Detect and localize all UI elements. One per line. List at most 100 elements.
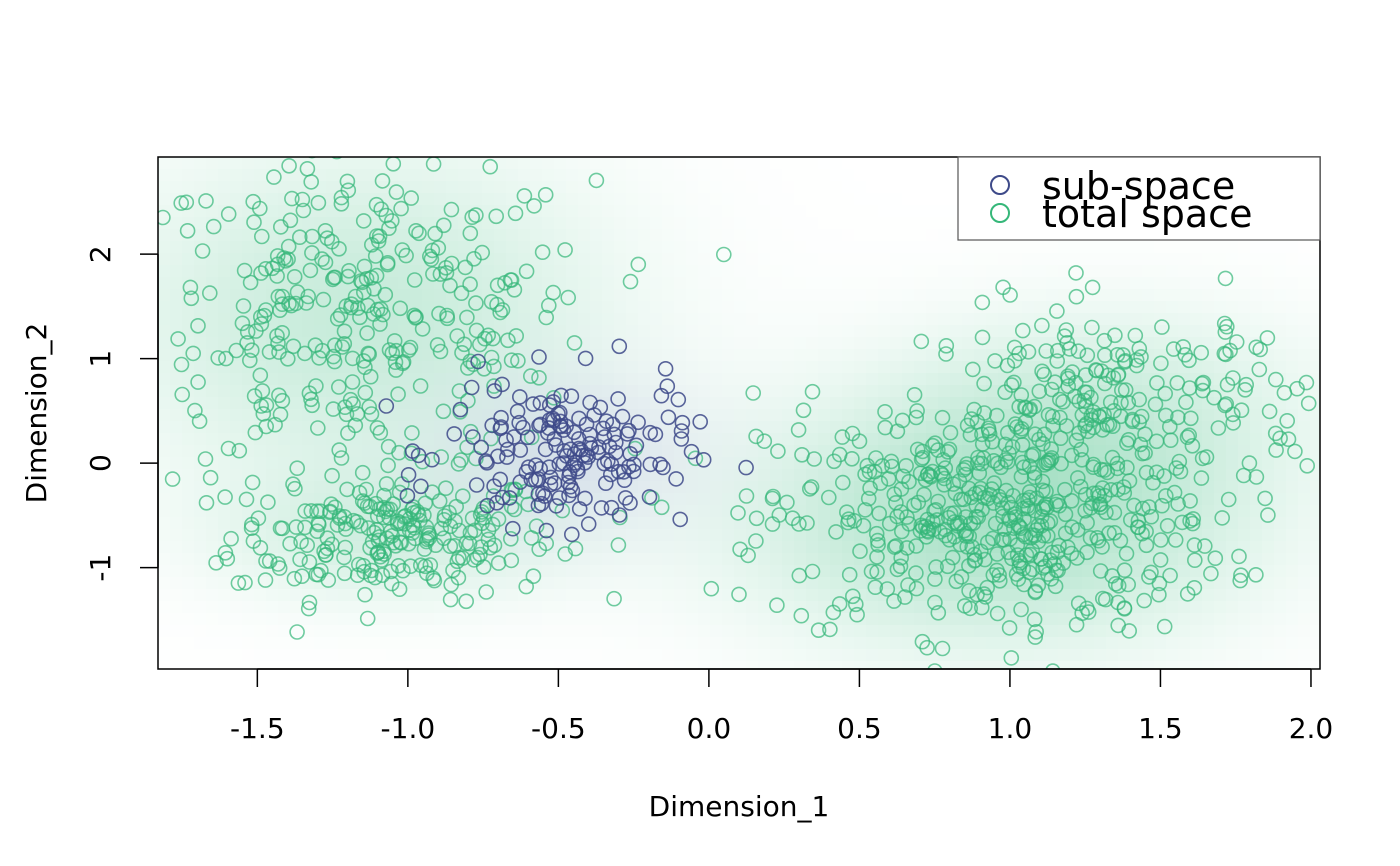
density-cell <box>626 349 639 362</box>
density-cell <box>914 649 927 662</box>
density-cell <box>1310 661 1320 669</box>
density-cell <box>290 589 303 602</box>
point-total-space <box>1241 455 1258 471</box>
point-total-space <box>630 256 647 273</box>
density-cell <box>734 601 747 614</box>
density-cell <box>506 469 519 482</box>
point-total-space <box>245 533 262 549</box>
density-cell <box>770 313 783 326</box>
density-cell <box>230 529 243 542</box>
density-cell <box>770 349 783 362</box>
density-cell <box>842 373 855 386</box>
density-cell <box>590 625 603 638</box>
density-cell <box>818 337 831 350</box>
density-cell <box>194 589 207 602</box>
density-cell <box>758 205 771 218</box>
density-cell <box>650 301 663 314</box>
density-cell <box>194 505 207 518</box>
point-total-space <box>383 213 400 229</box>
point-total-space <box>202 469 219 486</box>
density-cell <box>1166 301 1179 314</box>
density-cell <box>926 625 939 638</box>
density-cell <box>770 277 783 290</box>
density-cell <box>650 205 663 218</box>
density-cell <box>662 517 675 530</box>
density-cell <box>422 385 435 398</box>
density-cell <box>950 325 963 338</box>
point-total-space <box>284 190 300 207</box>
point-total-space <box>300 288 317 305</box>
density-cell <box>1262 589 1275 602</box>
density-cell <box>518 553 531 566</box>
density-cell <box>1070 313 1083 326</box>
density-cell <box>602 169 615 182</box>
density-cell <box>890 229 903 242</box>
density-cell <box>770 625 783 638</box>
density-cell <box>686 601 699 614</box>
density-cell <box>782 157 795 170</box>
density-cell <box>614 577 627 590</box>
density-cell <box>758 433 771 446</box>
point-total-space <box>930 493 946 510</box>
density-cell <box>578 385 591 398</box>
point-total-space <box>361 399 378 415</box>
density-cell <box>506 313 519 326</box>
density-cell <box>1250 541 1263 554</box>
density-cell <box>794 637 807 650</box>
density-cell <box>1214 301 1227 314</box>
density-cell <box>782 289 795 302</box>
density-cell <box>710 205 723 218</box>
density-cell <box>902 349 915 362</box>
density-cell <box>962 277 975 290</box>
density-cell <box>326 433 339 446</box>
density-cell <box>590 661 603 669</box>
density-cell <box>290 181 303 194</box>
density-cell <box>446 649 459 662</box>
density-cell <box>854 181 867 194</box>
density-cell <box>182 169 195 182</box>
density-cell <box>902 217 915 230</box>
density-cell <box>746 313 759 326</box>
point-total-space <box>261 553 278 569</box>
density-cell <box>1130 601 1143 614</box>
point-total-space <box>282 212 299 229</box>
density-cell <box>1202 601 1215 614</box>
density-cell <box>266 625 279 638</box>
density-cell <box>1202 637 1215 650</box>
density-cell <box>578 553 591 566</box>
density-cell <box>698 277 711 290</box>
density-cell <box>710 253 723 266</box>
density-cell <box>182 481 195 494</box>
density-cell <box>410 193 423 206</box>
density-cell <box>1310 421 1320 434</box>
density-cell <box>674 373 687 386</box>
density-cell <box>1070 637 1083 650</box>
density-cell <box>1178 265 1191 278</box>
point-total-space <box>1118 545 1135 562</box>
density-cell <box>818 349 831 362</box>
density-cell <box>242 385 255 398</box>
density-cell <box>662 385 675 398</box>
density-cell <box>230 637 243 650</box>
density-cell <box>1070 649 1083 662</box>
density-cell <box>194 445 207 458</box>
density-cell <box>506 253 519 266</box>
density-cell <box>842 301 855 314</box>
density-cell <box>230 565 243 578</box>
density-cell <box>722 649 735 662</box>
density-cell <box>1238 637 1251 650</box>
density-cell <box>722 349 735 362</box>
density-cell <box>1070 265 1083 278</box>
point-total-space <box>170 331 186 347</box>
density-cell <box>1262 577 1275 590</box>
density-cell <box>698 469 711 482</box>
density-cell <box>1310 361 1320 374</box>
density-cell <box>170 373 183 386</box>
density-cell <box>230 157 243 170</box>
density-cell <box>602 553 615 566</box>
density-cell <box>758 301 771 314</box>
density-cell <box>1238 241 1251 254</box>
density-cell <box>926 277 939 290</box>
density-cell <box>350 205 363 218</box>
